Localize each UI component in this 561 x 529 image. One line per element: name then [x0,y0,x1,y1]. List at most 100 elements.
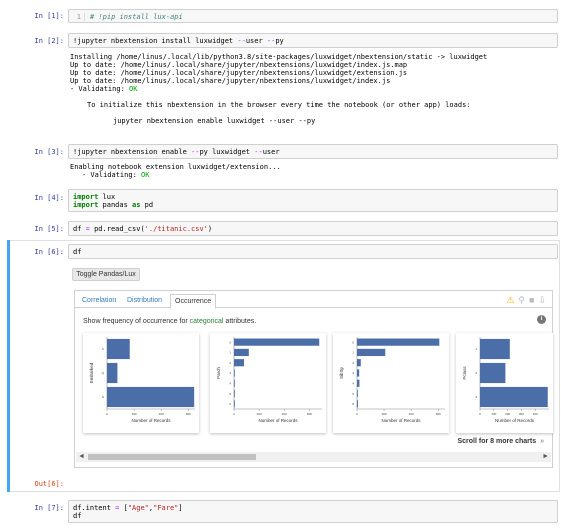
x-tick-label: 300 [519,412,524,416]
ok-status: OK [129,85,138,93]
output-line: Up to date: /home/linus/.local/share/jup… [70,61,408,69]
bar[interactable] [234,338,320,346]
chart-card-4[interactable]: 1 2 3 0 100 200 300 400 Number of Records Pclass [456,333,553,433]
y-tick-label: 2 [352,361,354,365]
prompt-in-1: In [1]: [34,12,64,20]
chart-card-2[interactable]: 0 1 2 3 4 5 6 0 200 400 600 Number of Records Parch [210,333,326,433]
code-cell-3[interactable]: !jupyter nbextension enable --py luxwidg… [68,144,558,159]
code-cell-6[interactable]: df [68,244,558,259]
bar[interactable] [480,338,510,360]
chart-card-1[interactable]: C Q S 0 200 400 600 Number of Records Embarked [83,333,199,433]
chart-card-3[interactable]: 0 1 2 3 4 5 8 0 200 400 600 Number of Records SibSp [333,333,449,433]
y-tick-label: 2 [229,361,231,365]
bar[interactable] [357,389,358,398]
y-tick-label: 0 [352,340,354,344]
bar[interactable] [357,359,361,367]
selected-cell-frame [7,240,560,492]
trash-icon[interactable]: ■ [529,295,535,305]
bar[interactable] [234,359,245,367]
bar[interactable] [480,386,548,408]
keyword: import [73,201,99,209]
bar[interactable] [234,348,249,357]
y-tick-label: C [102,347,105,351]
code-text: py luxwidget [199,148,255,156]
y-tick-label: 3 [352,371,354,375]
tab-distribution[interactable]: Distribution [127,297,163,304]
y-axis-label: Pclass [462,366,467,380]
x-tick-label: 100 [491,412,496,416]
x-tick-label: 600 [186,412,191,416]
scrollbar-thumb[interactable] [88,454,256,460]
search-icon[interactable]: ⚲ [518,295,526,305]
code-text: , [148,504,154,512]
code-op: -- [191,148,200,156]
x-tick-label: 400 [533,412,538,416]
code-cell-1[interactable]: 1 # !pip install lux-api [68,9,558,23]
chart-svg-2: 0 1 2 3 4 5 6 0 200 400 600 Number of Records Parch [216,337,322,423]
code-op: = [85,225,90,233]
bar[interactable] [234,400,235,408]
line-number: 1 [73,13,85,21]
warning-icon[interactable]: ⚠ [506,295,515,305]
horizontal-scrollbar[interactable]: ◄ ► [76,452,551,462]
desc-text: Show frequency of occurrence for [83,318,190,325]
tab-bar: Correlation Distribution Occurrence ⚠ ⚲ … [75,291,552,309]
code-cell-7[interactable]: df.intent = ["Age","Fare"] df [68,500,558,523]
output-line: - Validating: [82,171,142,179]
download-icon[interactable]: ⇩ [538,295,546,305]
code-cell-4[interactable]: import lux import pandas as pd [68,189,558,212]
y-tick-label: 5 [229,392,231,396]
tab-occurrence[interactable]: Occurrence [170,294,217,309]
bar[interactable] [234,379,235,387]
code-string: "Age" [127,504,149,512]
code-string: "Fare" [153,504,179,512]
code-string: './titanic.csv' [144,225,208,233]
code-text: ] [178,504,183,512]
output-line: - Validating: [70,85,130,93]
bar[interactable] [234,369,235,377]
x-axis-label: Number of Records [495,418,535,423]
code-cell-5[interactable]: df = pd.read_csv('./titanic.csv') [68,221,558,236]
output-cell-3: Enabling notebook extension luxwidget/ex… [70,163,558,179]
desc-text: attributes. [223,318,257,325]
double-chevron-right-icon: » [540,438,544,445]
ok-status: OK [141,171,150,179]
selected-cell-indicator [7,240,10,492]
tab-correlation[interactable]: Correlation [82,297,117,304]
bar[interactable] [234,389,235,398]
output-cell-2: Installing /home/linus/.local/lib/python… [70,53,558,125]
code-text: ) [207,225,213,233]
bar[interactable] [357,369,360,377]
y-tick-label: 1 [229,351,231,355]
y-axis-label: Parch [216,367,221,379]
scroll-left-arrow-icon[interactable]: ◄ [78,453,85,460]
code-op: = [115,504,120,512]
output-line: Up to date: /home/linus/.local/share/jup… [70,69,408,77]
y-tick-label: 5 [352,392,354,396]
x-tick-label: 0 [233,412,235,416]
bar[interactable] [107,338,130,360]
y-tick-label: 1 [475,347,477,351]
y-tick-label: 4 [352,381,354,385]
y-tick-label: 1 [352,351,354,355]
output-line: Enabling notebook extension luxwidget/ex… [70,163,281,171]
x-axis-label: Number of Records [258,418,298,423]
code-cell-2[interactable]: !jupyter nbextension install luxwidget -… [68,33,558,48]
scroll-right-arrow-icon[interactable]: ► [542,453,549,460]
bar[interactable] [357,379,360,387]
bar[interactable] [357,400,358,408]
x-tick-label: 0 [479,412,481,416]
info-icon[interactable]: i [537,315,546,324]
chart-svg-4: 1 2 3 0 100 200 300 400 Number of Records Pclass [462,337,549,423]
x-tick-label: 400 [409,412,414,416]
bar[interactable] [107,362,118,384]
bar[interactable] [107,386,195,408]
x-tick-label: 0 [106,412,108,416]
y-tick-label: 6 [229,402,231,406]
toggle-pandas-lux-button[interactable]: Toggle Pandas/Lux [72,268,140,281]
bar[interactable] [480,362,506,384]
y-tick-label: 3 [229,371,231,375]
bar[interactable] [357,338,440,346]
chart-svg-3: 0 1 2 3 4 5 8 0 200 400 600 Number of Records SibSp [339,337,445,423]
bar[interactable] [357,348,386,357]
